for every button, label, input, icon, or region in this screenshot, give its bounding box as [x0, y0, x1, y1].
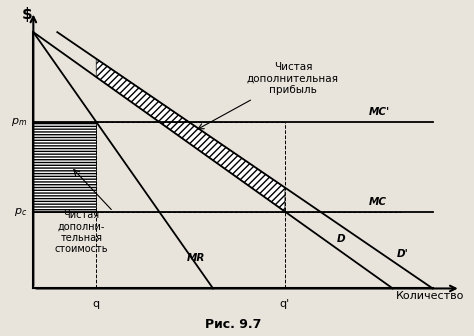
- Text: q': q': [280, 299, 290, 309]
- Text: Рис. 9.7: Рис. 9.7: [205, 318, 261, 331]
- Text: Чистая
дополни-
тельная
стоимость: Чистая дополни- тельная стоимость: [55, 210, 108, 254]
- Text: $: $: [22, 7, 33, 22]
- Polygon shape: [33, 122, 96, 212]
- Text: $p_c$: $p_c$: [14, 206, 27, 218]
- Polygon shape: [96, 59, 285, 212]
- Text: Чистая
дополнительная
прибыль: Чистая дополнительная прибыль: [247, 62, 339, 95]
- Text: D: D: [337, 234, 346, 244]
- Text: Количество: Количество: [396, 291, 465, 301]
- Text: MC': MC': [369, 108, 390, 118]
- Text: MR: MR: [187, 253, 205, 263]
- Text: q: q: [93, 299, 100, 309]
- Text: D': D': [397, 249, 409, 259]
- Text: MC: MC: [369, 197, 387, 207]
- Text: $p_m$: $p_m$: [11, 116, 27, 128]
